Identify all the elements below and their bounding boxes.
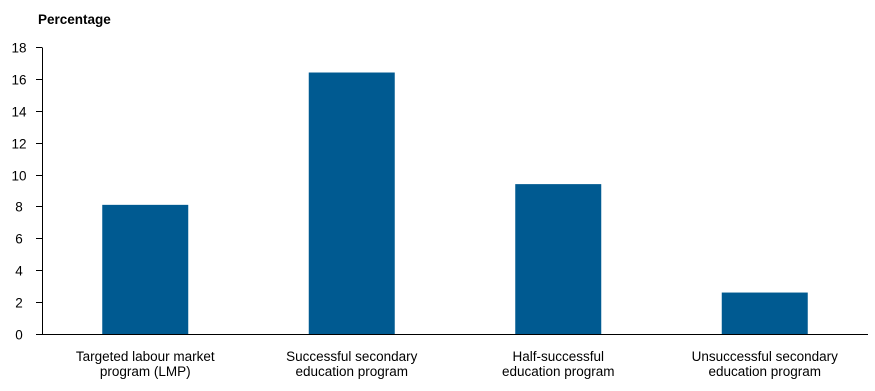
bar <box>721 292 808 334</box>
y-tick-label: 18 <box>11 41 26 56</box>
y-tick-label: 10 <box>11 169 26 184</box>
x-category-label: Unsuccessful secondary education program <box>692 349 839 379</box>
y-tick-label: 0 <box>15 328 23 343</box>
y-tick-label: 16 <box>11 73 26 88</box>
x-category-label: Half-successful education program <box>502 349 615 379</box>
bars <box>102 72 808 334</box>
bar <box>308 72 395 334</box>
y-tick-label: 2 <box>15 296 23 311</box>
y-tick-label: 8 <box>15 200 23 215</box>
x-category-label: Successful secondary education program <box>286 349 418 379</box>
y-tick-label: 4 <box>15 264 23 279</box>
x-axis-labels: Targeted labour market program (LMP) Succe… <box>76 349 838 379</box>
y-tick-label: 6 <box>15 232 23 247</box>
x-category-label: Targeted labour market program (LMP) <box>76 349 215 379</box>
y-axis-ticks: 0 2 4 6 8 10 12 14 16 18 <box>11 41 42 343</box>
y-tick-label: 14 <box>11 105 27 120</box>
bar <box>515 184 602 334</box>
y-tick-label: 12 <box>11 137 26 152</box>
y-axis-label: Percentage <box>38 12 111 27</box>
bar <box>102 204 189 334</box>
